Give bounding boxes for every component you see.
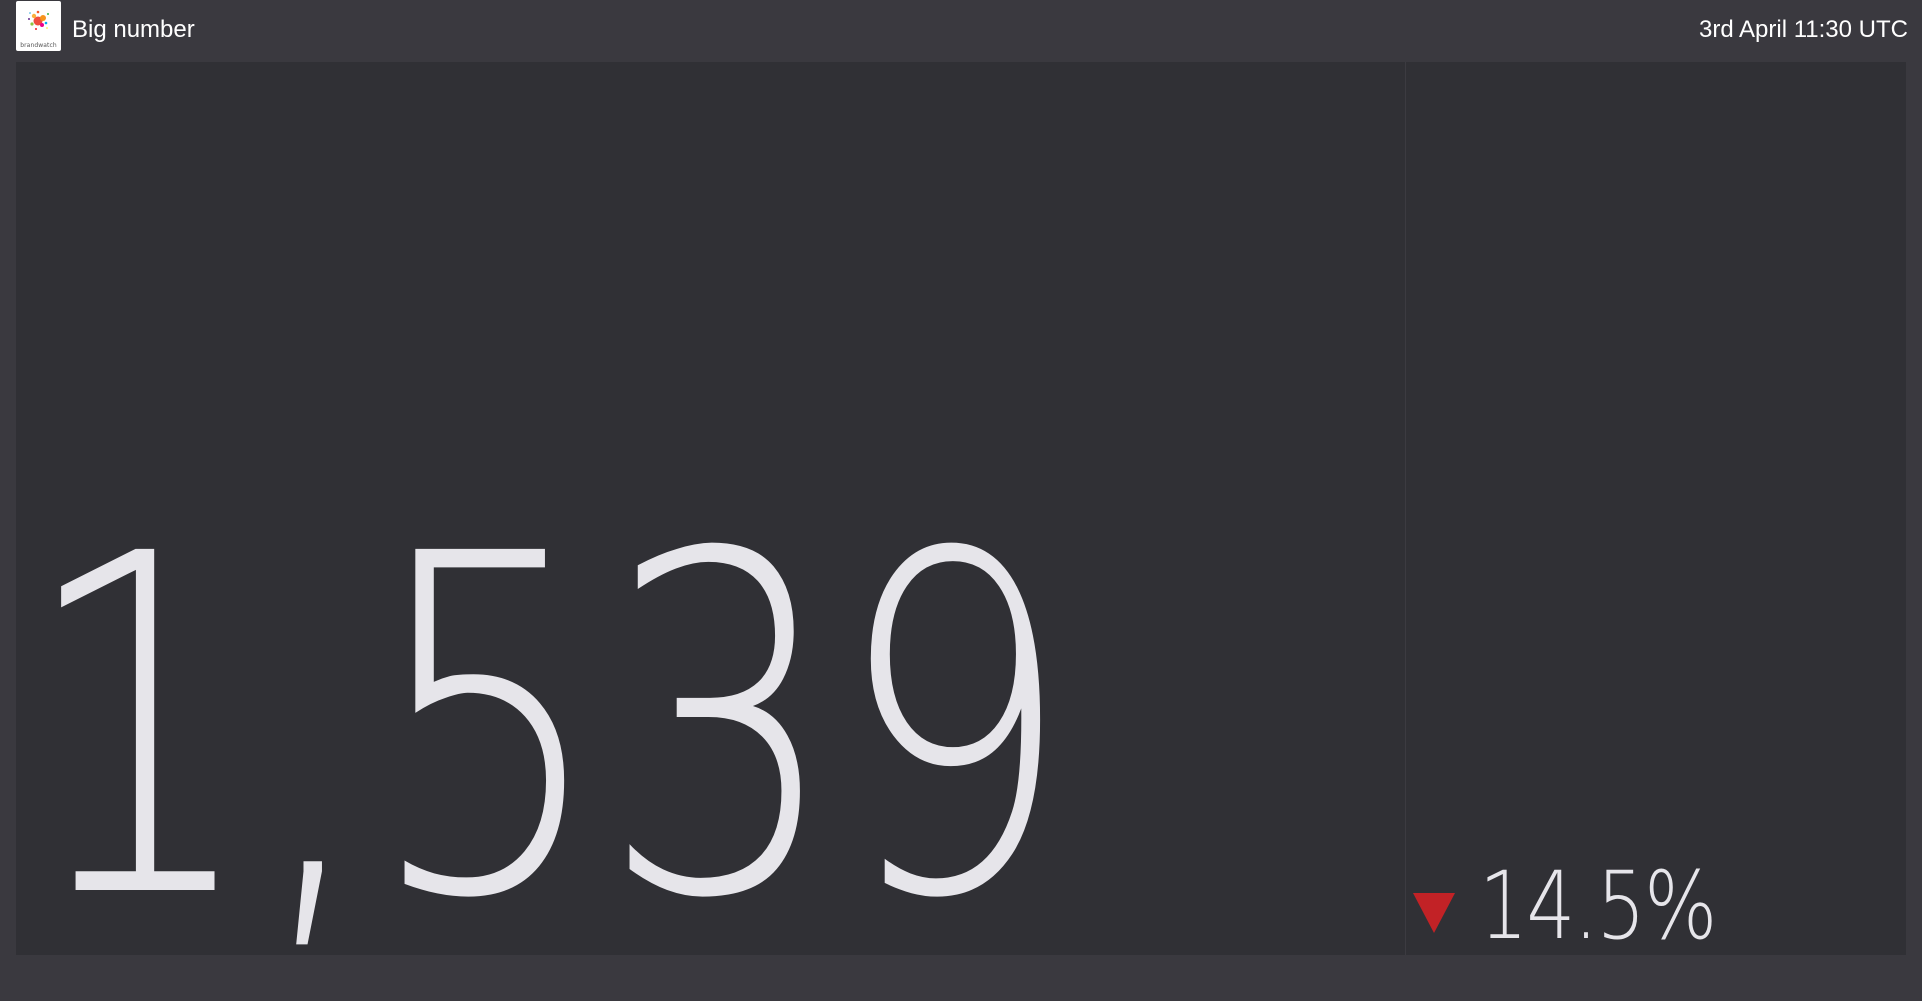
timestamp: 3rd April 11:30 UTC <box>1699 16 1908 44</box>
header: brandwatch Big number 3rd April 11:30 UT… <box>0 0 1922 62</box>
triangle-down-icon <box>1413 893 1455 933</box>
big-number-value: 1,539 <box>20 495 1068 963</box>
logo-text: brandwatch <box>16 42 61 49</box>
big-number-panel: 1,539 <box>16 62 1906 955</box>
change-indicator: 14.5% <box>1413 859 1768 955</box>
page-title: Big number <box>72 16 195 44</box>
brandwatch-logo[interactable]: brandwatch <box>16 1 61 51</box>
panel-divider <box>1405 62 1406 955</box>
logo-mark-icon <box>16 1 61 41</box>
change-percentage: 14.5% <box>1479 859 1716 955</box>
